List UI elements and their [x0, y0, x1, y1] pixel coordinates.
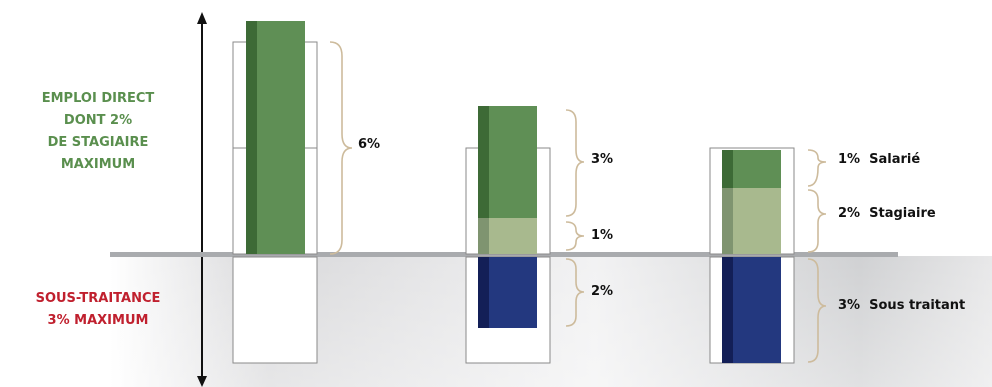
- emploi-direct-line-1: EMPLOI DIRECT: [41, 91, 155, 106]
- column-3-bar-sous-traitant-shade: [722, 257, 733, 363]
- emploi-direct-line-3: DE STAGIAIRE: [47, 135, 149, 150]
- column-2-bracket-label-sous-traitant: 2%: [591, 284, 614, 299]
- column-3-bar-stagiaire-shade: [722, 188, 733, 254]
- column-3-pct-stagiaire: 2%: [838, 206, 861, 221]
- axis-arrow-down: [197, 376, 207, 387]
- column-2-bar-stagiaire-shade: [478, 218, 489, 254]
- column-1-bracket-6pct: [329, 41, 353, 255]
- column-2: [465, 106, 585, 364]
- column-3-bar-salarie-shade: [722, 150, 733, 188]
- column-3-bracket-label-sous-traitant: 3% Sous traitant: [838, 298, 965, 313]
- column-3: [709, 147, 827, 364]
- emploi-direct-line-4: MAXIMUM: [60, 157, 136, 172]
- column-1-bracket-label: 6%: [358, 137, 381, 152]
- column-3-name-salarie: Salarié: [869, 152, 921, 167]
- column-1-lower-frame: [232, 256, 318, 364]
- column-2-bracket-3pct: [565, 109, 585, 217]
- column-2-bracket-2pct: [565, 258, 585, 327]
- axis-arrow-up: [197, 12, 207, 24]
- column-2-bracket-label-salarie: 3%: [591, 152, 614, 167]
- sous-traitance-line-1: SOUS-TRAITANCE: [35, 291, 161, 306]
- sous-traitance-line-2: 3% MAXIMUM: [47, 313, 149, 328]
- emploi-direct-line-2: DONT 2%: [63, 113, 133, 128]
- column-3-bracket-2pct: [807, 189, 827, 253]
- column-2-bar-sous-traitant-shade: [478, 257, 489, 328]
- column-2-bar-salarie-shade: [478, 106, 489, 218]
- column-3-bracket-3pct: [807, 258, 827, 363]
- column-2-bracket-label-stagiaire: 1%: [591, 228, 614, 243]
- column-3-bracket-1pct: [807, 149, 827, 187]
- column-1: [232, 21, 353, 364]
- emploi-direct-label: EMPLOI DIRECT DONT 2% DE STAGIAIRE MAXIM…: [18, 88, 178, 176]
- column-3-bracket-label-stagiaire: 2% Stagiaire: [838, 206, 936, 221]
- column-3-pct-sous-traitant: 3%: [838, 298, 861, 313]
- column-3-bracket-label-salarie: 1% Salarié: [838, 152, 920, 167]
- sous-traitance-label: SOUS-TRAITANCE 3% MAXIMUM: [8, 288, 188, 332]
- column-2-bracket-1pct: [565, 221, 585, 251]
- column-3-name-stagiaire: Stagiaire: [869, 206, 936, 221]
- column-1-bar-salarie-shade: [246, 21, 257, 254]
- column-3-name-sous-traitant: Sous traitant: [869, 298, 966, 313]
- column-3-pct-salarie: 1%: [838, 152, 861, 167]
